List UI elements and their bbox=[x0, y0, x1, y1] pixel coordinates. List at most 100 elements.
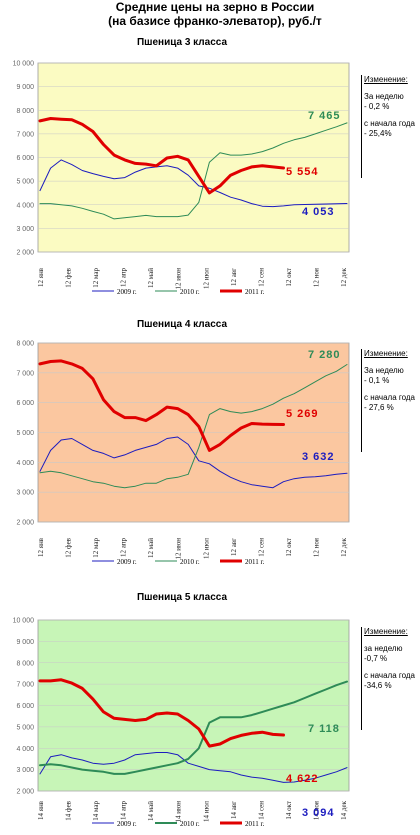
x-tick-label: 12 янв bbox=[37, 537, 45, 557]
y-tick-label: 4 000 bbox=[16, 746, 34, 753]
x-tick-label: 12 фев bbox=[65, 537, 73, 557]
legend-label: 2009 г. bbox=[117, 820, 137, 828]
x-tick-label: 14 янв bbox=[37, 800, 45, 820]
divider-line bbox=[361, 627, 362, 730]
x-tick-label: 14 апр bbox=[120, 801, 128, 821]
change-header: Изменение: bbox=[364, 627, 408, 636]
end-value-label: 3 094 bbox=[302, 807, 335, 819]
series-line-3 bbox=[38, 117, 285, 195]
end-value-label: 4 053 bbox=[302, 206, 335, 218]
x-tick-label: 12 июл bbox=[202, 267, 210, 289]
y-tick-label: 7 000 bbox=[16, 131, 34, 138]
year-start-value: - 27,6 % bbox=[364, 403, 394, 412]
series-line-1 bbox=[39, 436, 348, 489]
x-tick-label: 12 дек bbox=[340, 267, 348, 286]
y-tick-label: 7 000 bbox=[16, 682, 34, 689]
change-panel-class-5: Изменение: за неделю -0,7 % с начала год… bbox=[361, 627, 420, 730]
divider-line bbox=[361, 349, 362, 452]
y-tick-label: 10 000 bbox=[13, 618, 35, 625]
panel-title: Пшеница 4 класса bbox=[137, 319, 228, 330]
legend-label: 2010 г. bbox=[180, 558, 200, 566]
x-tick-label: 12 ноя bbox=[312, 537, 320, 557]
y-tick-label: 6 000 bbox=[16, 400, 34, 407]
week-label: За неделю bbox=[364, 366, 404, 375]
year-start-label: с начала года bbox=[364, 119, 416, 128]
week-value: - 0,1 % bbox=[364, 376, 390, 385]
x-tick-label: 12 июл bbox=[202, 537, 210, 559]
week-value: - 0,2 % bbox=[364, 102, 390, 111]
page-title: Средние цены на зерно в России (на базис… bbox=[90, 0, 340, 28]
x-tick-label: 14 июн bbox=[175, 801, 183, 823]
year-start-label: с начала года bbox=[364, 671, 416, 680]
series-line-3 bbox=[38, 678, 285, 748]
change-panel-class-3: Изменение: За неделю - 0,2 % с начала го… bbox=[361, 75, 420, 178]
end-value-label: 4 622 bbox=[286, 773, 319, 785]
end-value-label: 5 269 bbox=[286, 408, 319, 420]
end-value-label: 7 465 bbox=[308, 110, 341, 122]
title-line-1: Средние цены на зерно в России bbox=[115, 0, 315, 14]
panel-title: Пшеница 5 класса bbox=[137, 592, 228, 603]
x-tick-label: 14 ноя bbox=[312, 800, 320, 820]
week-label: За неделю bbox=[364, 92, 404, 101]
y-tick-label: 5 000 bbox=[16, 430, 34, 437]
end-value-label: 7 118 bbox=[308, 723, 340, 735]
y-tick-label: 2 000 bbox=[16, 250, 34, 257]
x-tick-label: 12 июн bbox=[175, 268, 183, 290]
y-tick-label: 3 000 bbox=[16, 490, 34, 497]
end-value-label: 3 632 bbox=[302, 451, 335, 463]
y-tick-label: 8 000 bbox=[16, 341, 34, 348]
legend-label: 2009 г. bbox=[117, 558, 137, 566]
x-tick-label: 14 сен bbox=[257, 801, 265, 820]
x-tick-label: 12 мар bbox=[92, 268, 100, 288]
x-tick-label: 12 авг bbox=[230, 538, 238, 556]
y-tick-label: 9 000 bbox=[16, 639, 34, 646]
x-tick-label: 12 янв bbox=[37, 267, 45, 287]
y-tick-label: 4 000 bbox=[16, 202, 34, 209]
chart-wheat-class-3: Пшеница 3 класса 2 000 3 000 4 000 5 000 6 00… bbox=[13, 37, 350, 296]
x-tick-label: 12 май bbox=[147, 268, 155, 288]
divider-line bbox=[361, 75, 362, 178]
legend-label: 2010 г. bbox=[180, 820, 200, 828]
series-line-1 bbox=[39, 159, 348, 208]
x-tick-label: 12 июн bbox=[175, 538, 183, 560]
y-tick-label: 6 000 bbox=[16, 703, 34, 710]
series-line-2 bbox=[39, 122, 348, 220]
legend-label: 2010 г. bbox=[180, 288, 200, 296]
y-tick-label: 10 000 bbox=[13, 61, 35, 68]
year-start-label: с начала года bbox=[364, 393, 416, 402]
x-tick-label: 12 май bbox=[147, 538, 155, 558]
series-line-2 bbox=[39, 364, 348, 489]
change-header: Изменение: bbox=[364, 75, 408, 84]
chart-wheat-class-5: Пшеница 5 класса 2 000 3 000 4 000 5 000 6 00… bbox=[13, 592, 350, 828]
x-tick-label: 12 окт bbox=[285, 268, 293, 287]
y-tick-label: 5 000 bbox=[16, 724, 34, 731]
x-tick-label: 12 дек bbox=[340, 537, 348, 556]
panel-title: Пшеница 3 класса bbox=[137, 37, 228, 48]
x-tick-label: 14 фев bbox=[65, 800, 73, 820]
legend-label: 2009 г. bbox=[117, 288, 137, 296]
x-tick-label: 12 апр bbox=[120, 538, 128, 558]
series-line-2 bbox=[39, 680, 348, 775]
end-value-label: 7 280 bbox=[308, 349, 341, 361]
y-tick-label: 7 000 bbox=[16, 370, 34, 377]
change-header: Изменение: bbox=[364, 349, 408, 358]
y-tick-label: 4 000 bbox=[16, 460, 34, 467]
x-tick-label: 12 сен bbox=[257, 268, 265, 287]
x-tick-label: 14 авг bbox=[230, 801, 238, 819]
x-tick-label: 14 мар bbox=[92, 801, 100, 821]
y-tick-label: 8 000 bbox=[16, 660, 34, 667]
y-tick-label: 2 000 bbox=[16, 789, 34, 796]
x-tick-label: 12 мар bbox=[92, 538, 100, 558]
y-tick-label: 2 000 bbox=[16, 520, 34, 527]
chart-wheat-class-4: Пшеница 4 класса 2 000 3 000 4 000 5 000 6 00… bbox=[16, 319, 350, 566]
y-tick-label: 9 000 bbox=[16, 84, 34, 91]
x-tick-label: 14 окт bbox=[285, 801, 293, 820]
y-tick-label: 3 000 bbox=[16, 767, 34, 774]
change-panel-class-4: Изменение: За неделю - 0,1 % с начала го… bbox=[361, 349, 420, 452]
series-line-1 bbox=[39, 752, 348, 783]
week-value: -0,7 % bbox=[364, 654, 388, 663]
y-tick-label: 3 000 bbox=[16, 226, 34, 233]
legend-label: 2011 г. bbox=[245, 288, 265, 296]
x-tick-label: 12 сен bbox=[257, 538, 265, 557]
week-label: за неделю bbox=[364, 644, 403, 653]
